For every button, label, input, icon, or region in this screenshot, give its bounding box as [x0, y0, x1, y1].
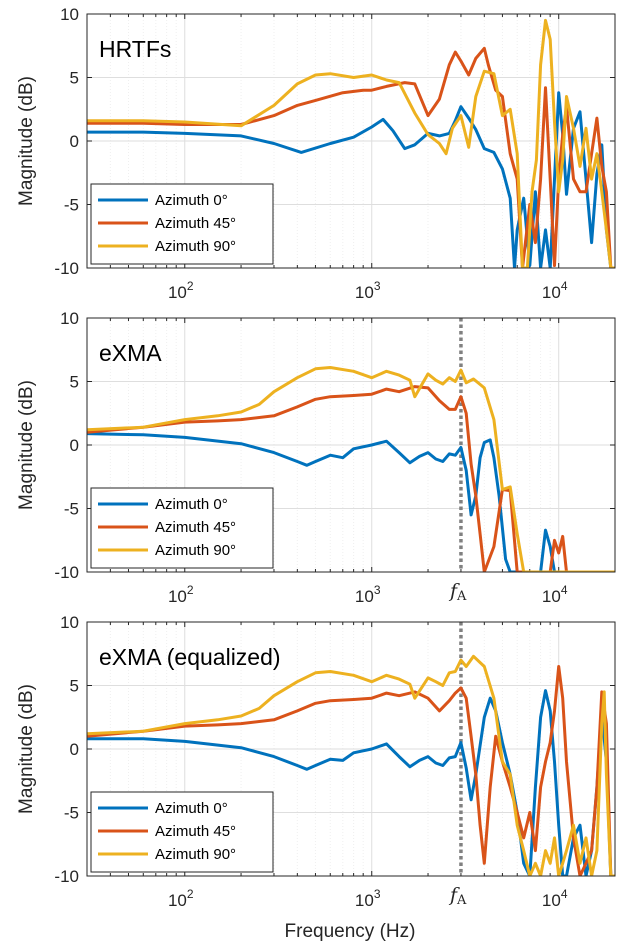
- f-a-label: fA: [448, 884, 467, 908]
- x-tick-label: 102: [168, 279, 194, 302]
- x-tick-label: 103: [355, 279, 381, 302]
- x-tick-label: 103: [355, 887, 381, 910]
- panel-title: eXMA: [99, 340, 162, 366]
- x-tick-label: 104: [542, 583, 568, 606]
- x-tick-base: 10: [168, 283, 187, 302]
- series-line-2: [87, 665, 615, 876]
- y-tick-label: -10: [54, 259, 79, 278]
- panel-title: eXMA (equalized): [99, 644, 281, 670]
- y-tick-label: 10: [60, 613, 79, 632]
- x-tick-base: 10: [542, 891, 561, 910]
- y-tick-label: 5: [70, 677, 79, 696]
- legend-entry-label: Azimuth 0°: [155, 800, 228, 817]
- y-tick-label: 5: [70, 69, 79, 88]
- series-line-3: [87, 654, 615, 876]
- y-tick-label: -10: [54, 867, 79, 886]
- legend-entry-label: Azimuth 45°: [155, 215, 236, 232]
- series-line-3: [87, 18, 615, 268]
- y-tick-label: 0: [70, 740, 79, 759]
- x-tick-label: 102: [168, 887, 194, 910]
- series-line-3: [87, 366, 615, 572]
- x-tick-exponent: 4: [561, 887, 568, 901]
- x-tick-base: 10: [168, 891, 187, 910]
- x-tick-exponent: 2: [187, 583, 194, 597]
- f-a-symbol: f: [448, 580, 460, 602]
- plot-frame: [86, 317, 616, 573]
- x-tick-exponent: 3: [374, 583, 381, 597]
- plot-frame: [86, 621, 616, 877]
- f-a-symbol: f: [448, 884, 460, 906]
- x-axis-label: Frequency (Hz): [285, 921, 416, 942]
- x-tick-exponent: 2: [187, 887, 194, 901]
- x-tick-exponent: 4: [561, 279, 568, 293]
- x-tick-label: 104: [542, 279, 568, 302]
- series-group: [87, 18, 615, 268]
- series-line-1: [87, 432, 615, 572]
- legend-entry-label: Azimuth 0°: [155, 496, 228, 513]
- y-tick-label: 0: [70, 132, 79, 151]
- series-group: [87, 366, 615, 572]
- series-line-1: [87, 689, 615, 876]
- x-tick-base: 10: [355, 283, 374, 302]
- legend-entry-label: Azimuth 0°: [155, 192, 228, 209]
- x-tick-label: 103: [355, 583, 381, 606]
- x-tick-base: 10: [542, 587, 561, 606]
- y-axis-label: Magnitude (dB): [16, 684, 37, 814]
- y-axis-label: Magnitude (dB): [16, 380, 37, 510]
- y-tick-label: 10: [60, 309, 79, 328]
- y-tick-label: 5: [70, 373, 79, 392]
- y-tick-label: 0: [70, 436, 79, 455]
- f-a-label: fA: [448, 580, 467, 604]
- x-tick-exponent: 4: [561, 583, 568, 597]
- x-tick-base: 10: [542, 283, 561, 302]
- y-axis-label: Magnitude (dB): [16, 76, 37, 206]
- series-group: [87, 654, 615, 876]
- plot-frame: [86, 13, 616, 269]
- series-line-1: [87, 91, 615, 268]
- x-tick-base: 10: [355, 587, 374, 606]
- panel-title: HRTFs: [99, 36, 171, 62]
- x-tick-exponent: 3: [374, 279, 381, 293]
- legend-entry-label: Azimuth 45°: [155, 519, 236, 536]
- legend-entry-label: Azimuth 90°: [155, 846, 236, 863]
- x-tick-base: 10: [168, 587, 187, 606]
- y-tick-label: -5: [64, 804, 79, 823]
- y-tick-label: 10: [60, 5, 79, 24]
- x-tick-exponent: 2: [187, 279, 194, 293]
- y-tick-label: -5: [64, 196, 79, 215]
- series-line-2: [87, 46, 615, 268]
- f-a-subscript: A: [456, 589, 467, 604]
- y-tick-label: -5: [64, 500, 79, 519]
- f-a-subscript: A: [456, 893, 467, 908]
- x-tick-label: 104: [542, 887, 568, 910]
- x-tick-exponent: 3: [374, 887, 381, 901]
- y-tick-label: -10: [54, 563, 79, 582]
- series-line-2: [87, 385, 615, 572]
- legend-entry-label: Azimuth 90°: [155, 238, 236, 255]
- legend-entry-label: Azimuth 90°: [155, 542, 236, 559]
- legend-entry-label: Azimuth 45°: [155, 823, 236, 840]
- x-tick-label: 102: [168, 583, 194, 606]
- x-tick-base: 10: [355, 891, 374, 910]
